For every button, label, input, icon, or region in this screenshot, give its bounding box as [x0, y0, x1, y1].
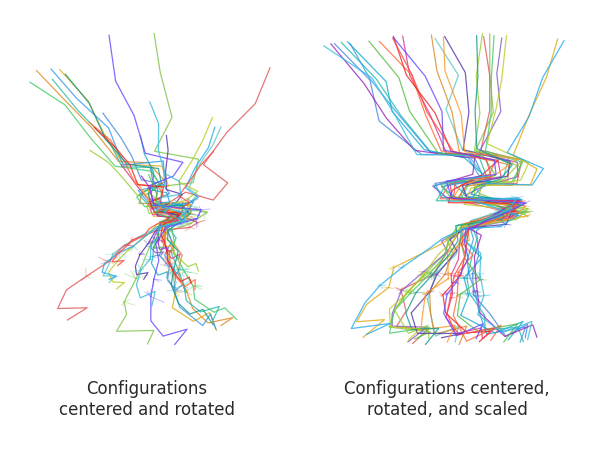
- Text: Configurations centered,
rotated, and scaled: Configurations centered, rotated, and sc…: [344, 380, 550, 419]
- Text: Configurations
centered and rotated: Configurations centered and rotated: [59, 380, 235, 419]
